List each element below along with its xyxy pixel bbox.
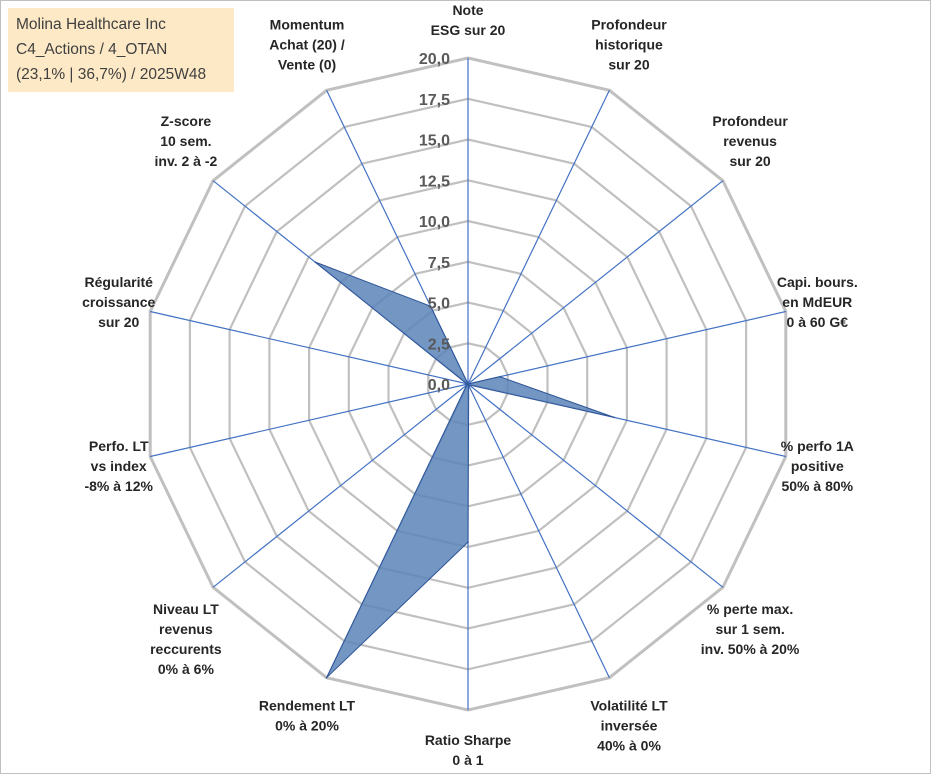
axis-label-2: Profondeur historique sur 20 [591, 17, 667, 73]
axis-label-1: Note ESG sur 20 [431, 2, 506, 38]
axis-label-10-line-3: reccurents [150, 641, 222, 657]
axis-label-7-line-3: 40% à 0% [597, 738, 661, 754]
data-point-9 [325, 676, 328, 679]
axis-label-10: Niveau LT revenus reccurents 0% à 6% [150, 601, 222, 677]
axis-label-10-line-1: Niveau LT [153, 601, 219, 617]
axis-label-14-line-1: Momentum [270, 17, 345, 33]
axis-label-9-line-2: 0% à 20% [275, 718, 339, 734]
axis-label-5-line-2: positive [791, 458, 844, 474]
axis-label-2-line-2: historique [595, 37, 663, 53]
tick-label-7: 17,5 [419, 92, 450, 109]
axis-label-11-line-3: -8% à 12% [84, 478, 153, 494]
data-point-12 [465, 382, 468, 385]
axis-spoke-11 [150, 383, 469, 458]
axis-label-12-line-1: Régularité [84, 274, 153, 290]
data-point-7 [467, 384, 470, 387]
axis-label-1-line-1: Note [452, 2, 483, 18]
axis-label-12-line-3: sur 20 [98, 314, 139, 330]
axis-label-3: Profondeur revenus sur 20 [712, 113, 788, 169]
radar-tick-labels: 0,0 2,5 5,0 7,5 10,0 12,5 15,0 17,5 20,0 [419, 51, 450, 394]
data-point-3 [467, 383, 469, 385]
axis-label-7: Volatilité LT inversée 40% à 0% [590, 698, 668, 754]
tick-label-2: 5,0 [428, 296, 450, 313]
data-point-14 [429, 305, 432, 308]
axis-label-3-line-3: sur 20 [729, 153, 770, 169]
axis-label-5-line-3: 50% à 80% [781, 478, 853, 494]
axis-label-7-line-1: Volatilité LT [590, 698, 668, 714]
axis-label-14-line-3: Vente (0) [278, 57, 336, 73]
axis-label-3-line-1: Profondeur [712, 113, 788, 129]
axis-label-14-line-2: Achat (20) / [269, 37, 345, 53]
axis-label-8: Ratio Sharpe 0 à 1 [425, 732, 512, 768]
radar-axis-labels: Note ESG sur 20 Profondeur historique sur 20… [82, 2, 858, 768]
axis-label-8-line-2: 0 à 1 [452, 752, 483, 768]
category-line: C4_Actions / 4_OTAN [16, 41, 168, 58]
axis-label-14: Momentum Achat (20) / Vente (0) [269, 17, 345, 73]
axis-label-11: Perfo. LT vs index -8% à 12% [84, 438, 153, 494]
axis-spoke-4 [467, 310, 786, 385]
tick-label-5: 12,5 [419, 173, 450, 190]
data-point-4 [499, 375, 501, 378]
axis-label-6-line-1: % perte max. [707, 601, 793, 617]
tick-label-4: 10,0 [419, 214, 450, 231]
axis-spoke-10 [212, 383, 469, 588]
company-name: Molina Healthcare Inc [16, 16, 166, 33]
axis-label-11-line-1: Perfo. LT [89, 438, 149, 454]
stats-line: (23,1% | 36,7%) / 2025W48 [16, 66, 207, 83]
tick-label-0: 0,0 [428, 377, 450, 394]
axis-label-12: Régularité croissance sur 20 [82, 274, 155, 330]
axis-label-11-line-2: vs index [91, 458, 147, 474]
tick-label-6: 15,0 [419, 133, 450, 150]
axis-label-10-line-4: 0% à 6% [158, 661, 215, 677]
axis-label-6: % perte max. sur 1 sem. inv. 50% à 20% [701, 601, 800, 657]
tick-label-3: 7,5 [428, 255, 450, 272]
axis-label-4: Capi. bours. en MdEUR 0 à 60 G€ [777, 274, 858, 330]
axis-label-7-line-2: inversée [601, 718, 658, 734]
axis-label-2-line-3: sur 20 [608, 57, 649, 73]
radar-series [314, 261, 615, 679]
axis-label-10-line-2: revenus [159, 621, 213, 637]
axis-label-6-line-2: sur 1 sem. [715, 621, 784, 637]
axis-label-2-line-1: Profondeur [591, 17, 667, 33]
axis-spoke-7 [467, 383, 610, 678]
tick-label-1: 2,5 [428, 336, 450, 353]
data-point-13 [314, 261, 316, 263]
axis-label-3-line-2: revenus [723, 133, 777, 149]
axis-label-8-line-1: Ratio Sharpe [425, 732, 512, 748]
axis-label-13-line-2: 10 sem. [160, 133, 211, 149]
axis-label-4-line-1: Capi. bours. [777, 274, 858, 290]
axis-label-5: % perfo 1A positive 50% à 80% [781, 438, 854, 494]
axis-label-13-line-3: inv. 2 à -2 [155, 153, 218, 169]
axis-spoke-6 [467, 383, 724, 588]
info-box: Molina Healthcare Inc C4_Actions / 4_OTA… [8, 8, 234, 92]
axis-label-5-line-1: % perfo 1A [781, 438, 854, 454]
axis-spoke-12 [150, 310, 469, 385]
tick-label-8: 20,0 [419, 51, 450, 68]
axis-label-6-line-3: inv. 50% à 20% [701, 641, 800, 657]
axis-label-13-line-1: Z-score [161, 113, 212, 129]
axis-label-4-line-2: en MdEUR [782, 294, 852, 310]
data-point-8 [467, 541, 469, 543]
axis-label-13: Z-score 10 sem. inv. 2 à -2 [155, 113, 218, 169]
axis-label-12-line-2: croissance [82, 294, 155, 310]
axis-spoke-2 [467, 90, 610, 385]
axis-label-4-line-3: 0 à 60 G€ [787, 314, 849, 330]
axis-spoke-3 [467, 180, 724, 385]
data-point-5 [613, 416, 615, 419]
axis-label-1-line-2: ESG sur 20 [431, 22, 506, 38]
axis-label-9-line-1: Rendement LT [259, 698, 356, 714]
axis-label-9: Rendement LT 0% à 20% [259, 698, 356, 734]
